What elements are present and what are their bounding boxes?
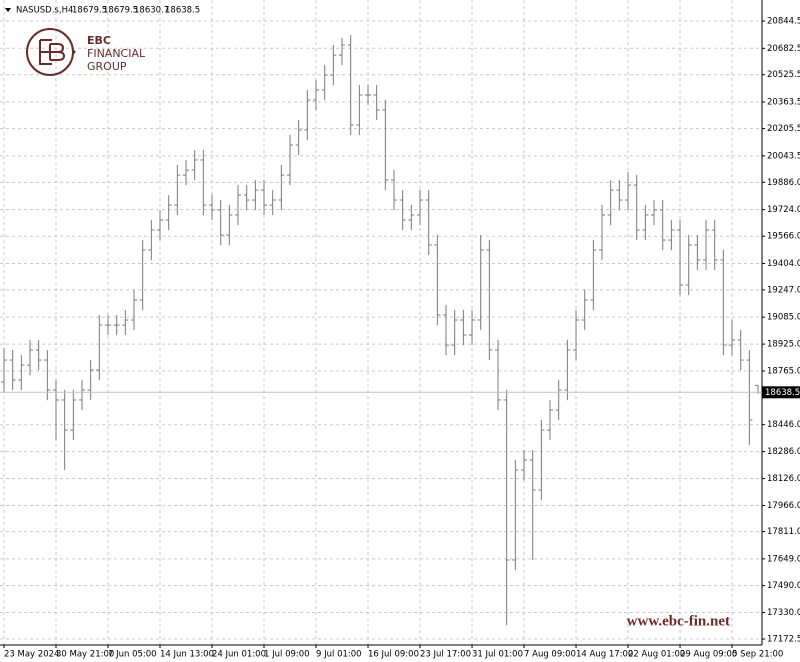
logo-line2: GROUP	[87, 60, 127, 73]
y-tick-label: 19566.0	[767, 232, 800, 242]
grid	[0, 0, 762, 645]
x-tick-label: 7 Aug 09:00	[524, 650, 576, 660]
y-tick-label: 20205.5	[767, 124, 800, 134]
y-tick-label: 20525.5	[767, 70, 800, 80]
y-tick-label: 18446.0	[767, 420, 800, 430]
x-tick-label: 14 Jun 13:00	[160, 650, 214, 660]
y-tick-label: 20363.5	[767, 97, 800, 107]
x-tick-label: 16 Jul 09:00	[368, 650, 419, 660]
watermark-url: www.ebc-fin.net	[627, 613, 730, 629]
x-tick-label: 30 May 21:00	[56, 650, 114, 660]
y-tick-label: 18765.0	[767, 367, 800, 377]
y-tick-label: 19085.0	[767, 313, 800, 323]
x-tick-label: 5 Sep 21:00	[732, 650, 783, 660]
logo-brand: EBC	[87, 34, 111, 47]
open: 18679.5	[72, 6, 107, 16]
x-tick-label: 22 Aug 01:00	[628, 650, 685, 660]
x-tick-label: 23 Jul 17:00	[420, 650, 471, 660]
y-tick-label: 17330.0	[767, 608, 800, 618]
y-tick-label: 17490.0	[767, 581, 800, 591]
logo-mark	[39, 39, 66, 65]
x-tick-label: 23 May 2024	[4, 650, 59, 660]
y-tick-label: 19724.0	[767, 205, 800, 215]
logo: EBC FINANCIAL GROUP	[26, 28, 146, 76]
y-tick-label: 20844.5	[767, 17, 800, 27]
menu-arrow	[5, 8, 11, 12]
x-tick-label: 31 Jul 01:00	[472, 650, 523, 660]
logo-star	[72, 50, 76, 54]
y-tick-label: 20043.5	[767, 151, 800, 161]
symbol: NASUSD.s,H4	[16, 6, 73, 16]
y-tick-label: 17811.0	[767, 527, 800, 537]
low: 18630.7	[134, 6, 169, 16]
y-tick-label: 17649.0	[767, 554, 800, 564]
y-tick-label: 18126.0	[767, 474, 800, 484]
x-tick-label: 9 Jul 01:00	[316, 650, 362, 660]
y-tick-label: 18286.0	[767, 447, 800, 457]
x-tick-label: 7 Jun 05:00	[108, 650, 157, 660]
price-label-box	[762, 386, 800, 399]
x-tick-label: 29 Aug 09:00	[680, 650, 737, 660]
x-tick-label: 14 Aug 17:00	[576, 650, 633, 660]
x-tick-label: 24 Jun 01:00	[212, 650, 266, 660]
price-label: 18638.5	[765, 388, 800, 398]
y-tick-label: 19886.0	[767, 178, 800, 188]
high: 18679.5	[103, 6, 138, 16]
y-tick-label: 18925.0	[767, 340, 800, 350]
y-tick-label: 19404.0	[767, 259, 800, 269]
y-tick-label: 20682.5	[767, 44, 800, 54]
y-tick-label: 17966.0	[767, 501, 800, 511]
y-tick-label: 17172.5	[767, 635, 800, 645]
x-tick-label: 1 Jul 09:00	[264, 650, 310, 660]
header: NASUSD.s,H4 18679.5 18679.5 18630.7 1863…	[5, 6, 200, 16]
y-tick-label: 19247.0	[767, 285, 800, 295]
close: 18638.5	[165, 6, 200, 16]
logo-line1: FINANCIAL	[87, 47, 146, 60]
bars	[1, 34, 762, 625]
